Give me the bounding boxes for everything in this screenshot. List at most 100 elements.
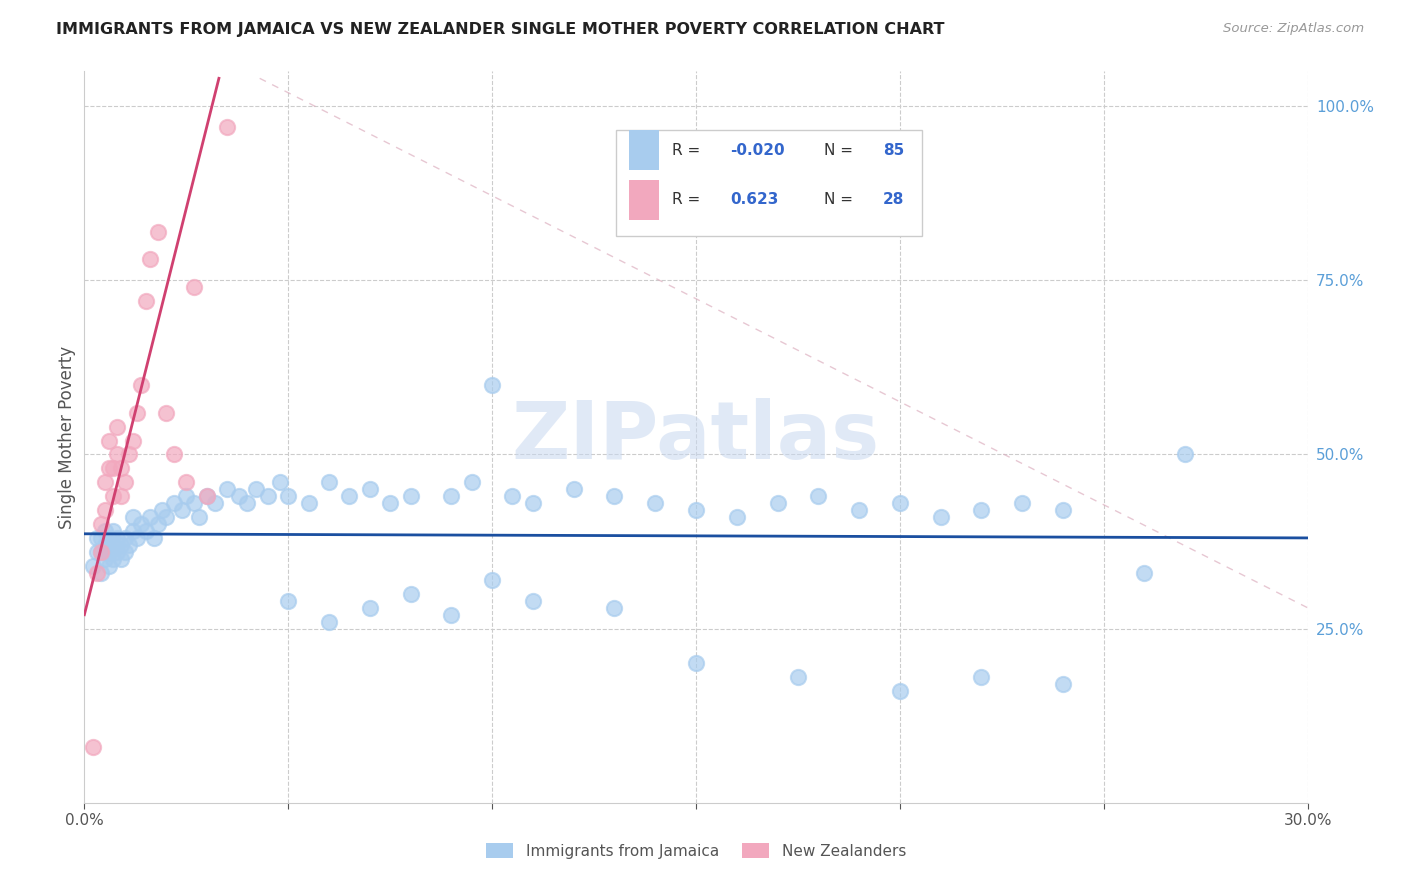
Point [787,670,810,684]
Text: ZIPatlas: ZIPatlas [512,398,880,476]
Point [122,434,145,448]
Point [183,496,205,510]
Point [90,545,112,559]
Point [101,489,124,503]
Point [257,489,280,503]
Point [101,538,124,552]
Point [204,496,226,510]
Point [461,475,484,490]
Point [155,510,177,524]
Point [217,120,239,134]
Point [187,510,209,524]
Point [236,496,259,510]
Text: 85: 85 [883,143,904,158]
Point [380,496,402,510]
Text: Source: ZipAtlas.com: Source: ZipAtlas.com [1223,22,1364,36]
Point [725,510,748,524]
Point [101,461,124,475]
Point [118,448,141,462]
Point [163,448,186,462]
Point [603,600,626,615]
Point [163,496,186,510]
Point [86,566,108,580]
Legend: Immigrants from Jamaica, New Zealanders: Immigrants from Jamaica, New Zealanders [479,837,912,864]
Point [440,489,463,503]
Text: 28: 28 [883,193,904,208]
Text: R =: R = [672,193,704,208]
Point [685,657,707,671]
Point [685,503,707,517]
Point [522,594,544,608]
Point [93,552,115,566]
Point [82,740,104,755]
Point [318,615,340,629]
Point [195,489,218,503]
Point [399,489,422,503]
Point [644,496,666,510]
Point [138,252,160,267]
Point [298,496,321,510]
Point [101,552,124,566]
Text: 0.623: 0.623 [730,193,779,208]
Point [603,489,626,503]
Point [97,434,120,448]
Point [131,377,153,392]
Point [929,510,952,524]
Text: R =: R = [672,143,704,158]
Point [97,531,120,545]
Point [339,489,361,503]
Point [131,517,153,532]
Point [110,538,132,552]
Point [1133,566,1156,580]
Point [172,503,194,517]
Point [889,496,911,510]
Point [399,587,422,601]
Point [766,496,789,510]
Point [90,531,112,545]
Point [90,545,112,559]
Point [138,510,160,524]
Point [440,607,463,622]
Point [127,406,149,420]
FancyBboxPatch shape [616,130,922,235]
Point [562,483,585,497]
Point [522,496,544,510]
Point [1011,496,1033,510]
Point [183,280,205,294]
Point [114,475,136,490]
Point [90,517,112,532]
Y-axis label: Single Mother Poverty: Single Mother Poverty [58,345,76,529]
Point [93,475,115,490]
Point [122,524,145,538]
Point [105,448,128,462]
Point [217,483,239,497]
Text: N =: N = [824,143,858,158]
Point [848,503,870,517]
Text: -0.020: -0.020 [730,143,785,158]
Point [127,531,149,545]
Point [155,406,177,420]
Point [135,294,157,309]
Point [1174,448,1197,462]
Point [110,489,132,503]
Point [118,538,141,552]
Text: N =: N = [824,193,858,208]
Point [195,489,218,503]
Point [889,684,911,698]
Point [970,670,993,684]
Point [359,483,381,497]
Point [114,531,136,545]
Point [146,517,169,532]
Point [277,594,299,608]
Point [245,483,267,497]
Point [82,558,104,573]
Point [142,531,165,545]
Point [93,524,115,538]
Point [174,475,197,490]
Point [86,545,108,559]
Point [359,600,381,615]
Point [1052,503,1074,517]
Point [97,558,120,573]
Point [105,545,128,559]
Point [970,503,993,517]
